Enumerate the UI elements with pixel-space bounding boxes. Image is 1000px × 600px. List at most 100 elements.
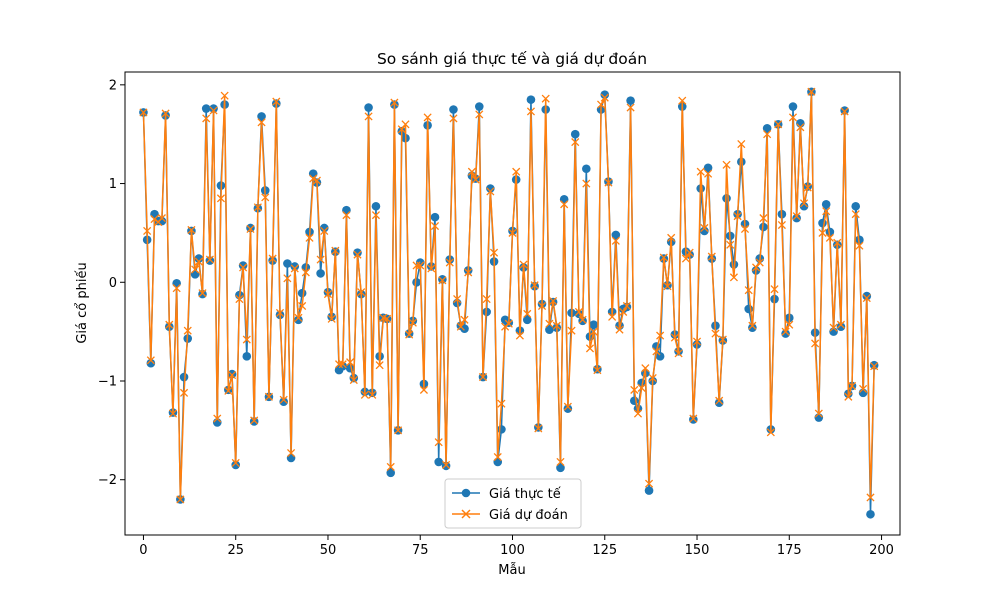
data-point xyxy=(430,221,440,231)
data-point xyxy=(201,104,211,113)
data-point xyxy=(445,258,454,267)
data-point xyxy=(231,460,241,470)
data-point xyxy=(264,392,273,401)
data-point xyxy=(818,228,827,237)
data-point xyxy=(792,213,801,223)
data-point xyxy=(585,344,595,353)
data-point xyxy=(715,396,724,405)
data-point xyxy=(851,201,861,211)
data-point xyxy=(338,360,347,369)
data-point xyxy=(449,114,458,123)
data-point xyxy=(179,372,189,382)
data-point xyxy=(515,331,524,340)
data-point xyxy=(811,339,820,348)
data-point xyxy=(556,463,565,473)
data-point xyxy=(556,457,565,467)
data-point xyxy=(176,495,185,504)
data-point xyxy=(526,107,536,116)
data-point xyxy=(523,309,532,318)
data-point xyxy=(626,103,635,112)
data-point xyxy=(563,404,573,413)
data-point xyxy=(803,183,812,192)
data-point xyxy=(656,331,665,340)
data-point xyxy=(629,396,639,406)
data-point xyxy=(294,315,303,325)
data-point xyxy=(146,358,156,368)
data-point xyxy=(762,123,772,133)
y-tick-label: −2 xyxy=(98,473,117,488)
data-point xyxy=(814,409,823,418)
data-point xyxy=(390,98,399,107)
data-point xyxy=(770,285,779,294)
data-point xyxy=(405,330,414,339)
data-point xyxy=(840,107,849,116)
data-point xyxy=(139,108,148,117)
data-point xyxy=(626,96,635,105)
data-point xyxy=(788,113,798,122)
data-point xyxy=(604,178,613,187)
data-point xyxy=(168,409,178,418)
data-point xyxy=(700,226,709,236)
x-tick-label: 200 xyxy=(869,543,894,558)
data-point xyxy=(744,286,753,295)
data-point xyxy=(792,212,801,221)
data-point xyxy=(475,110,484,119)
data-point xyxy=(312,176,321,185)
data-point xyxy=(648,373,657,383)
data-point xyxy=(449,105,458,114)
data-point xyxy=(342,205,351,215)
data-point xyxy=(287,449,296,458)
data-point xyxy=(412,261,421,270)
data-point xyxy=(272,97,281,106)
data-point xyxy=(397,125,406,134)
data-point xyxy=(482,294,491,304)
data-point xyxy=(737,157,746,167)
data-point xyxy=(427,264,436,273)
data-point xyxy=(298,301,307,311)
data-point xyxy=(434,438,443,447)
data-point xyxy=(364,103,373,112)
data-point xyxy=(382,314,392,323)
data-point xyxy=(386,462,395,471)
data-point xyxy=(146,356,155,365)
data-point xyxy=(659,253,668,262)
data-point xyxy=(737,140,746,149)
data-point xyxy=(755,258,764,267)
data-point xyxy=(434,457,443,467)
data-point xyxy=(316,269,325,278)
data-point xyxy=(840,106,849,115)
data-point xyxy=(700,223,709,233)
data-point xyxy=(442,460,451,469)
data-point xyxy=(331,246,340,255)
data-point xyxy=(508,228,517,237)
data-point xyxy=(489,248,499,257)
data-point xyxy=(253,203,262,212)
data-point xyxy=(327,314,336,323)
data-point xyxy=(183,326,192,335)
data-point xyxy=(718,335,727,344)
data-point xyxy=(353,250,362,259)
data-point xyxy=(279,397,288,407)
data-point xyxy=(582,179,591,188)
data-point xyxy=(294,313,303,322)
data-point xyxy=(833,238,842,247)
data-point xyxy=(611,236,620,245)
data-point xyxy=(471,175,480,184)
data-point xyxy=(202,114,211,123)
data-point xyxy=(696,167,705,176)
data-point xyxy=(611,230,621,240)
data-point xyxy=(261,193,270,202)
data-point xyxy=(714,398,724,408)
data-point xyxy=(707,252,716,261)
data-point xyxy=(235,294,244,304)
data-point xyxy=(711,329,720,338)
data-point xyxy=(615,325,624,334)
data-point xyxy=(571,138,580,147)
data-point xyxy=(862,294,871,303)
data-point xyxy=(238,261,248,270)
data-point xyxy=(633,409,643,418)
data-point xyxy=(323,290,333,299)
data-point xyxy=(438,275,447,284)
data-point xyxy=(423,113,432,122)
legend-actual-marker xyxy=(461,488,471,498)
